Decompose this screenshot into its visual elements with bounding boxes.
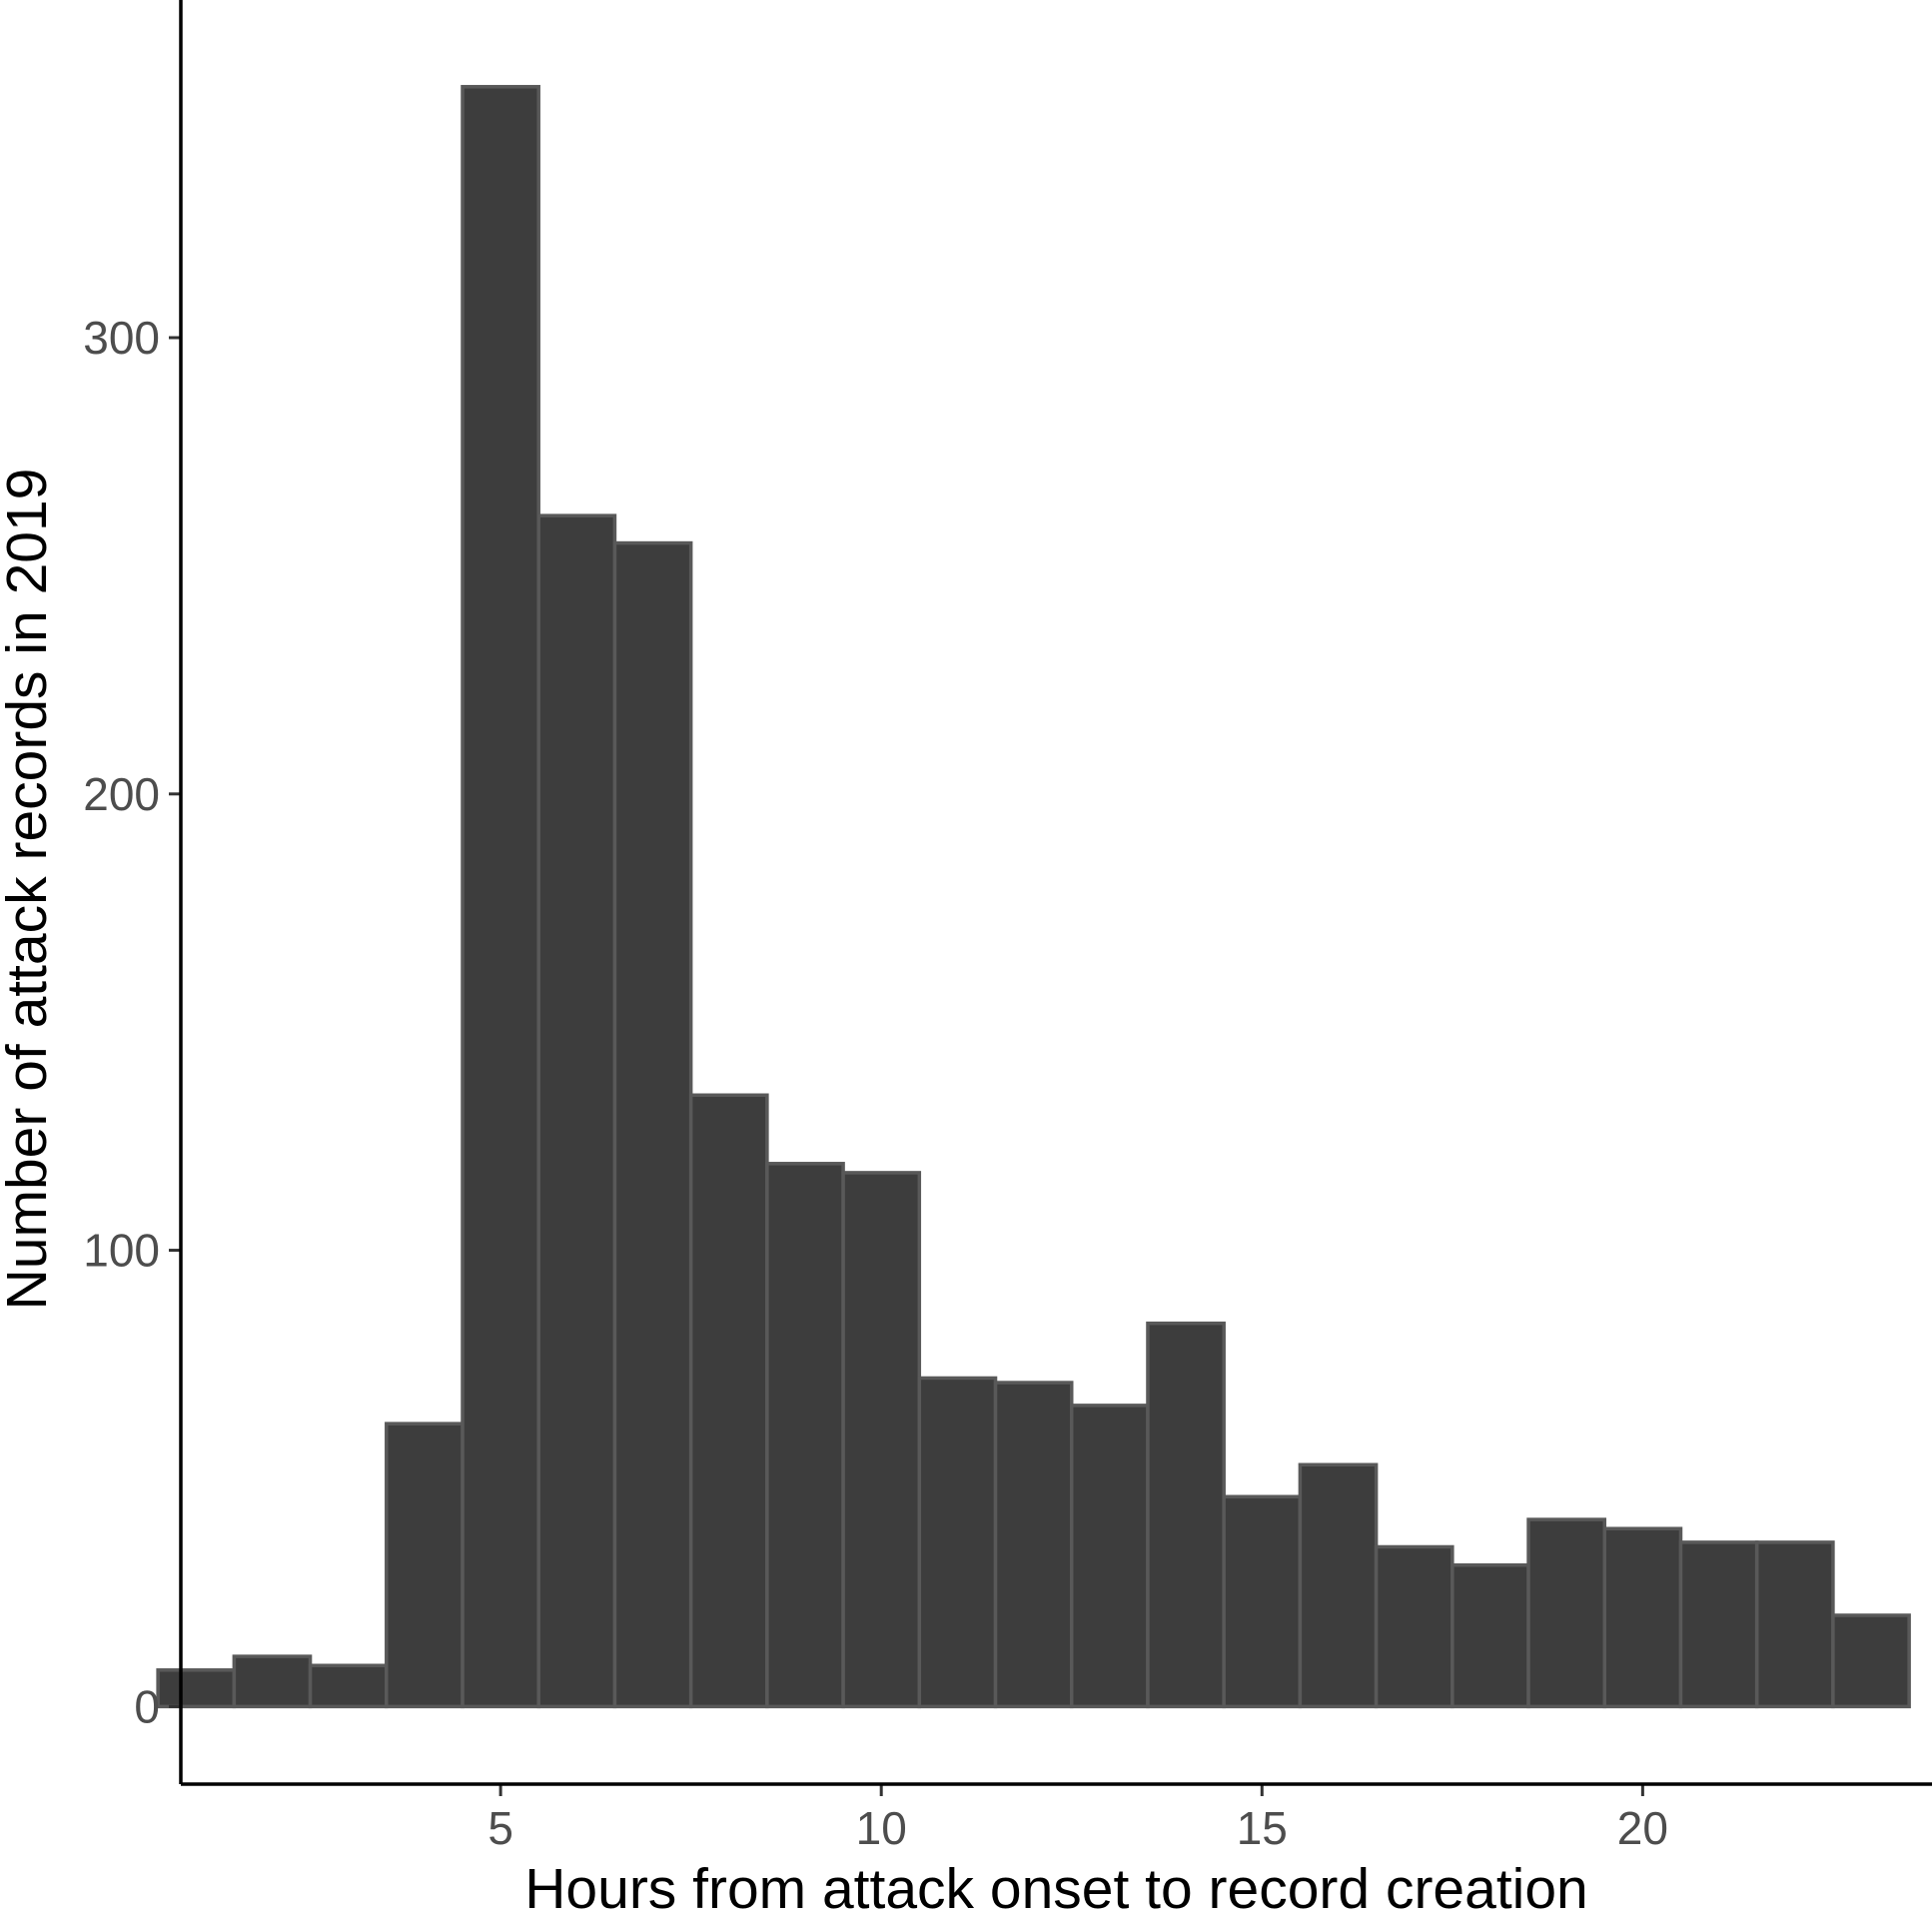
- histogram-bar-19: [1526, 1517, 1607, 1709]
- histogram-bar-4: [385, 1422, 465, 1709]
- y-tick-label-200: 200: [83, 768, 160, 820]
- bars-group: [156, 85, 1911, 1709]
- histogram-bar-21: [1678, 1540, 1759, 1709]
- histogram-bar-15: [1222, 1494, 1303, 1709]
- x-tick-label-5: 5: [487, 1802, 513, 1854]
- histogram-bar-7: [612, 540, 693, 1709]
- histogram-bar-20: [1602, 1526, 1683, 1709]
- x-axis-ticks: 5 10 15 20: [487, 1784, 1668, 1854]
- y-tick-label-0: 0: [134, 1680, 160, 1732]
- x-tick-label-15: 15: [1237, 1802, 1288, 1854]
- histogram-bar-22: [1754, 1540, 1835, 1709]
- histogram-bar-9: [765, 1162, 845, 1709]
- histogram-bar-12: [993, 1381, 1074, 1709]
- y-tick-label-300: 300: [83, 312, 160, 364]
- histogram-bar-14: [1146, 1321, 1226, 1709]
- histogram-bar-2: [232, 1654, 313, 1709]
- histogram-bar-6: [536, 513, 617, 1709]
- y-axis-title: Number of attack records in 2019: [0, 469, 59, 1311]
- histogram-bar-1: [156, 1668, 237, 1709]
- histogram-bar-23: [1831, 1613, 1911, 1709]
- histogram-bar-11: [917, 1376, 998, 1709]
- y-axis-ticks: 0 100 200 300: [83, 312, 181, 1732]
- histogram-bar-18: [1450, 1562, 1530, 1709]
- histogram-bar-5: [461, 85, 540, 1709]
- y-tick-label-100: 100: [83, 1225, 160, 1277]
- histogram-bar-8: [688, 1093, 769, 1709]
- histogram-bar-3: [308, 1663, 389, 1709]
- histogram-bar-16: [1298, 1462, 1379, 1709]
- x-tick-label-10: 10: [856, 1802, 907, 1854]
- x-axis-title: Hours from attack onset to record creati…: [524, 1857, 1587, 1920]
- histogram-bar-13: [1069, 1404, 1150, 1709]
- histogram-bar-17: [1374, 1544, 1454, 1709]
- histogram-bar-10: [841, 1171, 922, 1709]
- x-tick-label-20: 20: [1617, 1802, 1668, 1854]
